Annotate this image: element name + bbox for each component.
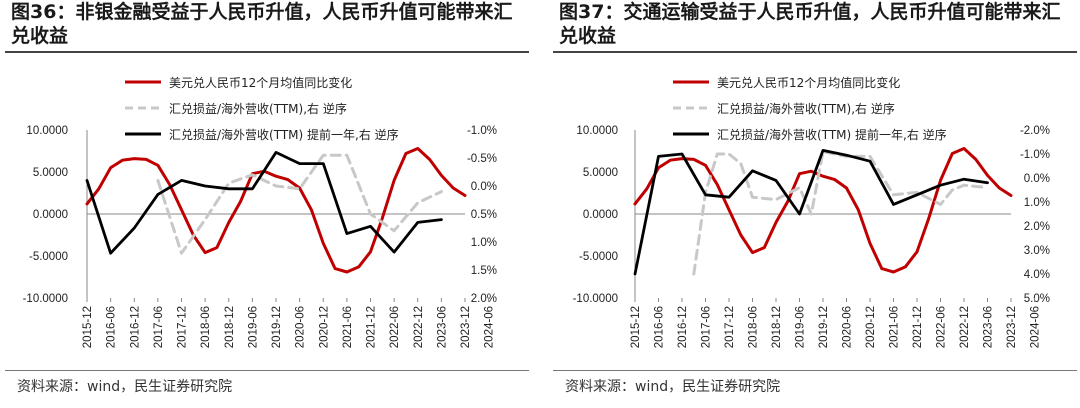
x-tick-label: 2022-12 <box>413 306 425 348</box>
y-right-tick-label: 2.0% <box>1024 221 1050 233</box>
chart-panel-36: 图36：非银金融受益于人民币升值，人民币升值可能带来汇兑收益 10.0000 5.… <box>5 0 535 408</box>
x-tick-label: 2023-06 <box>983 306 995 348</box>
legend-label: 汇兑损益/海外营收(TTM) 提前一年,右 逆序 <box>169 127 399 142</box>
legend-label: 美元兑人民币12个月均值同比变化 <box>169 75 352 90</box>
y-right-tick-label: 0.5% <box>471 209 497 221</box>
y-right-tick-label: 1.0% <box>471 237 497 249</box>
x-tick-label: 2017-12 <box>177 306 189 348</box>
legend-label: 汇兑损益/海外营收(TTM) 提前一年,右 逆序 <box>717 127 947 142</box>
x-tick-label: 2021-06 <box>342 306 354 348</box>
y-left-tick-label: -10.0000 <box>573 293 618 305</box>
legend-label: 汇兑损益/海外营收(TTM),右 逆序 <box>169 101 347 116</box>
y-right-tick-label: 3.0% <box>1024 245 1050 257</box>
y-right-tick-label: 2.0% <box>471 293 497 305</box>
x-tick-label: 2020-06 <box>295 306 307 348</box>
chart-36-svg: 10.0000 5.0000 0.0000 -5.0000 -10.0000 -1.0% -… <box>23 75 497 348</box>
y-right-tick-label: 1.0% <box>1024 197 1050 209</box>
series-line-3 <box>633 148 989 276</box>
y-right-tick-label: -0.5% <box>467 153 497 165</box>
x-tick-label: 2024-06 <box>1030 306 1042 348</box>
y-right-tick-label: -2.0% <box>1020 125 1050 137</box>
y-right-tick-label: -1.0% <box>467 125 497 137</box>
x-tick-label: 2015-12 <box>82 306 94 348</box>
chart-title: 图37：交通运输受益于人民币升值，人民币升值可能带来汇兑收益 <box>559 1 1061 47</box>
x-tick-label: 2016-12 <box>677 306 689 348</box>
series-line-2 <box>156 153 443 255</box>
y-right-tick-label: 1.5% <box>471 265 497 277</box>
y-left-tick-label: 5.0000 <box>583 167 618 179</box>
legend-label: 汇兑损益/海外营收(TTM),右 逆序 <box>717 101 895 116</box>
x-tick-label: 2018-12 <box>771 306 783 348</box>
x-tick-label: 2024-06 <box>484 306 496 348</box>
y-left-tick-label: 0.0000 <box>33 209 68 221</box>
x-tick-label: 2020-12 <box>318 306 330 348</box>
source-divider <box>5 370 529 371</box>
x-tick-label: 2016-06 <box>106 306 118 348</box>
x-tick-label: 2018-06 <box>200 306 212 348</box>
title-divider <box>553 51 1077 53</box>
x-tick-label: 2021-12 <box>366 306 378 348</box>
x-tick-label: 2022-06 <box>936 306 948 348</box>
y-left-tick-label: 10.0000 <box>26 125 68 137</box>
x-tick-label: 2017-12 <box>724 306 736 348</box>
x-tick-label: 2018-06 <box>748 306 760 348</box>
x-tick-label: 2022-06 <box>389 306 401 348</box>
x-tick-label: 2018-12 <box>224 306 236 348</box>
y-right-tick-label: 5.0% <box>1024 293 1050 305</box>
chart-panel-37: 图37：交通运输受益于人民币升值，人民币升值可能带来汇兑收益 10.0000 5.… <box>553 0 1080 408</box>
x-tick-label: 2023-06 <box>436 306 448 348</box>
chart-title: 图36：非银金融受益于人民币升值，人民币升值可能带来汇兑收益 <box>11 1 513 47</box>
source-divider <box>553 370 1077 371</box>
x-tick-label: 2021-12 <box>912 306 924 348</box>
y-left-tick-label: -5.0000 <box>579 251 618 263</box>
x-tick-label: 2019-12 <box>271 306 283 348</box>
series-line-1 <box>85 147 467 274</box>
y-left-tick-label: 5.0000 <box>33 167 68 179</box>
x-tick-label: 2019-06 <box>247 306 259 348</box>
x-tick-label: 2015-12 <box>630 306 642 348</box>
y-right-tick-label: 0.0% <box>471 181 497 193</box>
x-tick-label: 2023-12 <box>1006 306 1018 348</box>
x-tick-label: 2016-06 <box>654 306 666 348</box>
series-line-2 <box>692 150 989 276</box>
series-line-3 <box>85 150 443 255</box>
source-note: 资料来源：wind，民生证券研究院 <box>565 379 781 395</box>
y-right-tick-label: -1.0% <box>1020 149 1050 161</box>
x-tick-label: 2020-12 <box>865 306 877 348</box>
x-tick-label: 2019-06 <box>795 306 807 348</box>
title-divider <box>5 51 529 53</box>
x-tick-label: 2022-12 <box>959 306 971 348</box>
x-tick-label: 2021-06 <box>889 306 901 348</box>
chart-37-svg: 10.0000 5.0000 0.0000 -5.0000 -10.0000 -2.0% -… <box>573 75 1050 348</box>
x-tick-label: 2016-12 <box>129 306 141 348</box>
legend-label: 美元兑人民币12个月均值同比变化 <box>717 75 900 90</box>
y-left-tick-label: -10.0000 <box>23 293 68 305</box>
series-line-1 <box>633 147 1013 274</box>
source-note: 资料来源：wind，民生证券研究院 <box>17 379 233 395</box>
x-tick-label: 2020-06 <box>842 306 854 348</box>
y-left-tick-label: -5.0000 <box>29 251 68 263</box>
x-tick-label: 2023-12 <box>460 306 472 348</box>
y-left-tick-label: 0.0000 <box>583 209 618 221</box>
x-tick-label: 2017-06 <box>153 306 165 348</box>
y-right-tick-label: 4.0% <box>1024 269 1050 281</box>
x-tick-label: 2019-12 <box>818 306 830 348</box>
x-tick-label: 2017-06 <box>701 306 713 348</box>
y-left-tick-label: 10.0000 <box>576 125 618 137</box>
y-right-tick-label: 0.0% <box>1024 173 1050 185</box>
